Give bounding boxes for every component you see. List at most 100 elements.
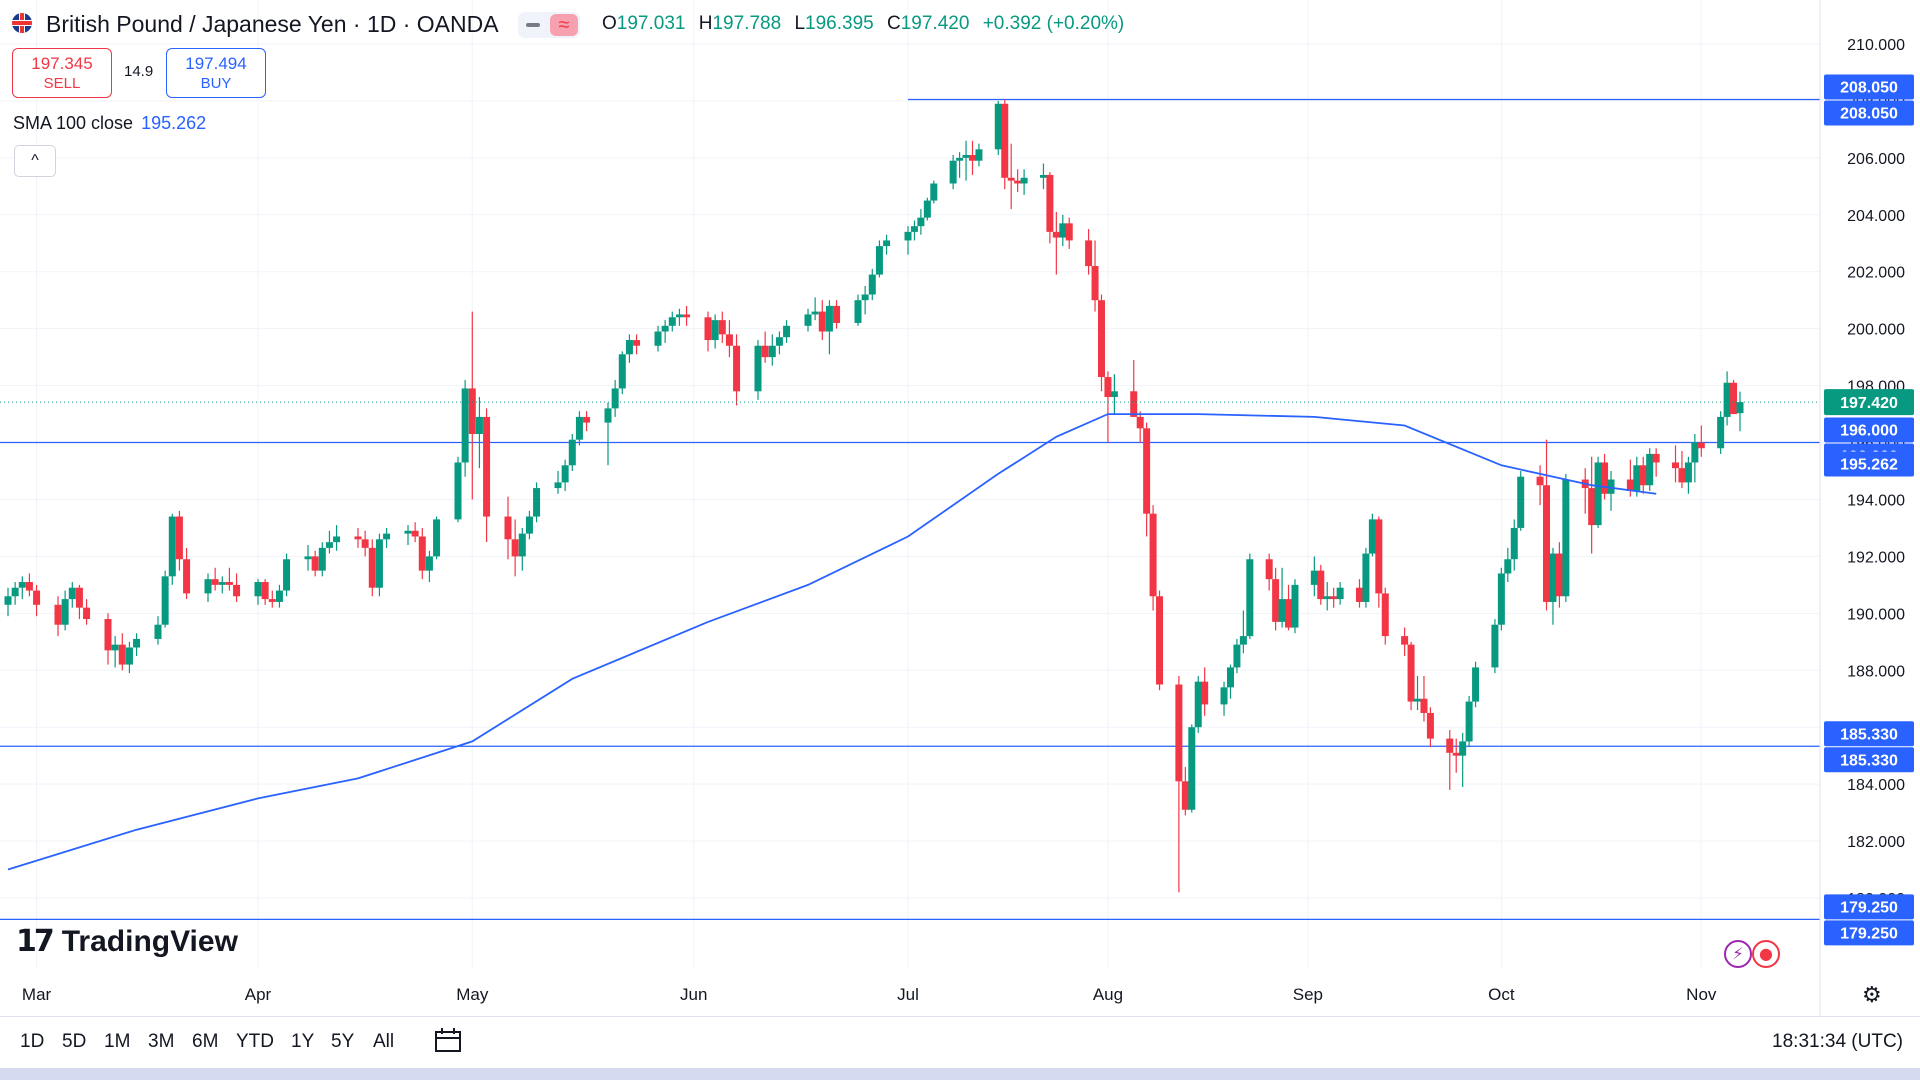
collapse-legend-button[interactable]: ^ [14, 145, 56, 177]
buy-button[interactable]: 197.494 BUY [166, 48, 266, 98]
candle-body [161, 576, 169, 625]
candle-body [83, 607, 91, 620]
candle-body [1149, 513, 1157, 597]
candle-body [1039, 174, 1047, 178]
candle-body [604, 408, 612, 423]
tradingview-logo[interactable]: 17 TradingView [16, 924, 238, 960]
range-all-button[interactable]: All [373, 1031, 395, 1052]
status-icons: ⚡ ● [1724, 938, 1786, 972]
candle-body [675, 314, 683, 318]
candle-body [1446, 738, 1454, 753]
price-label-bg [1824, 417, 1914, 443]
candle-body [25, 582, 33, 591]
last-price-label: 197.420 [1840, 395, 1898, 412]
candle-body [1156, 596, 1164, 685]
candle-body [425, 556, 433, 571]
candle-body [383, 533, 391, 540]
price-label-text: 208.050 [1840, 80, 1898, 97]
candle-body [511, 539, 519, 557]
candle-body [561, 465, 569, 483]
price-label-bg [1824, 74, 1914, 100]
sell-button[interactable]: 197.345 SELL [12, 48, 112, 98]
range-ytd-button[interactable]: YTD [236, 1031, 274, 1052]
price-tick-label: 188.000 [1847, 663, 1905, 680]
price-label-text: 185.330 [1840, 752, 1898, 769]
candle-body [261, 582, 269, 600]
range-1y-button[interactable]: 1Y [291, 1031, 315, 1052]
candle-body [68, 587, 76, 600]
range-5y-button[interactable]: 5Y [331, 1031, 355, 1052]
candle-body [962, 155, 970, 158]
price-label-text: 185.330 [1840, 726, 1898, 743]
settings-gear-icon[interactable]: ⚙ [1862, 983, 1882, 1008]
candle-body [254, 582, 262, 597]
time-axis-label: Apr [244, 985, 272, 1004]
candle-body [533, 488, 541, 517]
range-3m-button[interactable]: 3M [148, 1031, 175, 1052]
candle-body [318, 547, 326, 571]
sma-name: SMA 100 close [13, 113, 134, 133]
low-value: 196.395 [805, 13, 874, 34]
range-1d-button[interactable]: 1D [20, 1031, 45, 1052]
candle-body [154, 624, 162, 639]
record-icon[interactable]: ● [1752, 940, 1780, 968]
range-6m-button[interactable]: 6M [192, 1031, 219, 1052]
candle-body [833, 305, 841, 323]
utc-clock[interactable]: 18:31:34 (UTC) [1772, 1031, 1903, 1052]
wave-mode-icon[interactable]: ≈ [550, 14, 578, 36]
symbol-title[interactable]: British Pound / Japanese Yen · 1D · OAND… [46, 11, 499, 37]
candle-body [1317, 570, 1325, 600]
candle-body [1717, 416, 1725, 449]
candle-body [18, 582, 26, 588]
candle-body [1091, 266, 1099, 301]
candle-body [1730, 382, 1738, 415]
candle-body [930, 183, 938, 201]
candle-body [1472, 667, 1480, 702]
candle-body [354, 536, 362, 540]
price-tick-label: 184.000 [1847, 777, 1905, 794]
candle-body [1175, 684, 1183, 782]
sma-legend[interactable]: SMA 100 close 195.262 [13, 113, 206, 134]
candle-body [268, 599, 276, 602]
candle-body [1014, 180, 1022, 184]
price-chart[interactable]: 210.000208.000206.000204.000202.000200.0… [0, 0, 1920, 1016]
lightning-icon[interactable]: ⚡ [1724, 940, 1752, 968]
low-label: L [794, 13, 806, 34]
candle-body [625, 340, 633, 355]
price-tick-label: 192.000 [1847, 549, 1905, 566]
candle-body [233, 584, 241, 597]
candle-body [104, 619, 112, 651]
range-5d-button[interactable]: 5D [62, 1031, 87, 1052]
buy-label: BUY [200, 75, 232, 92]
price-label-bg [1824, 721, 1914, 747]
candle-body [1362, 553, 1370, 602]
candle-body [661, 325, 669, 332]
sma-axis-label: 195.262 [1840, 457, 1898, 474]
candle-body [283, 559, 291, 591]
candle-body [1549, 553, 1557, 602]
chart-mode-toggle[interactable]: ≈ [518, 12, 580, 38]
time-axis-label: Aug [1092, 985, 1124, 1004]
candle-body [1007, 177, 1015, 181]
candle-body [1188, 727, 1196, 810]
minus-icon[interactable] [526, 23, 540, 27]
candle-body [968, 155, 976, 161]
footer-strip [0, 1068, 1920, 1080]
candle-body [568, 439, 576, 466]
candle-body [61, 599, 69, 625]
candle-body [1272, 579, 1280, 622]
time-axis-label: May [456, 985, 489, 1004]
ohlc-values: O197.031 H197.788 L196.395 C197.420 +0.3… [602, 13, 1132, 35]
candle-body [783, 325, 791, 338]
candle-body [1633, 465, 1641, 491]
range-1m-button[interactable]: 1M [104, 1031, 131, 1052]
candle-body [611, 388, 619, 409]
candle-body [904, 231, 912, 241]
candle-body [1697, 442, 1705, 449]
candle-body [1736, 402, 1744, 414]
candle-body [704, 317, 712, 341]
sma-value: 195.262 [141, 113, 207, 133]
candle-body [1375, 519, 1383, 594]
horizontal-lines[interactable] [0, 98, 1820, 920]
calendar-range-icon[interactable] [434, 1027, 462, 1053]
